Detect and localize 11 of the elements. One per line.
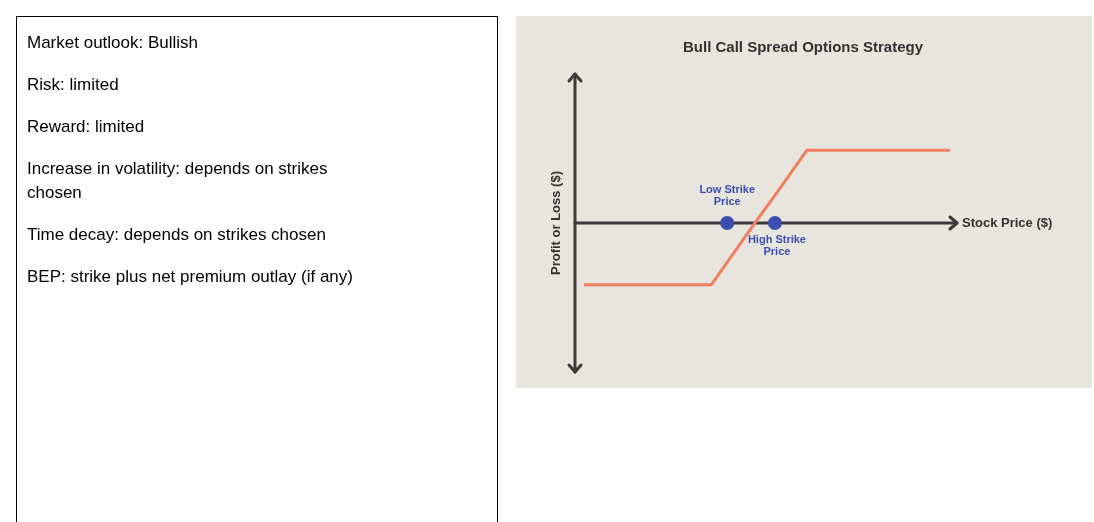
text: Reward: limited	[27, 116, 146, 138]
chart-title: Bull Call Spread Options Strategy	[682, 38, 924, 56]
x-axis-title: Stock Price ($)	[962, 214, 1053, 230]
annotation: Low Strike Price	[699, 183, 756, 207]
text: Time decay: depends on strikes chosen	[27, 224, 327, 246]
annotation: High Strike Price	[747, 233, 806, 257]
y-axis-title: Profit or Loss ($)	[547, 170, 563, 276]
text: Increase in volatility: depends on strikes chosen	[27, 158, 329, 204]
text: BEP: strike plus net premium outlay (if any)	[27, 266, 354, 288]
text: Market outlook: Bullish	[27, 32, 200, 54]
text: Risk: limited	[27, 74, 120, 96]
